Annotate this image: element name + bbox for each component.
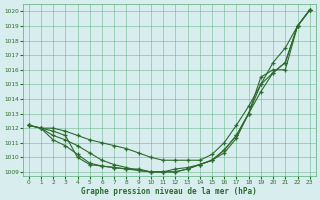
X-axis label: Graphe pression niveau de la mer (hPa): Graphe pression niveau de la mer (hPa) xyxy=(81,187,257,196)
